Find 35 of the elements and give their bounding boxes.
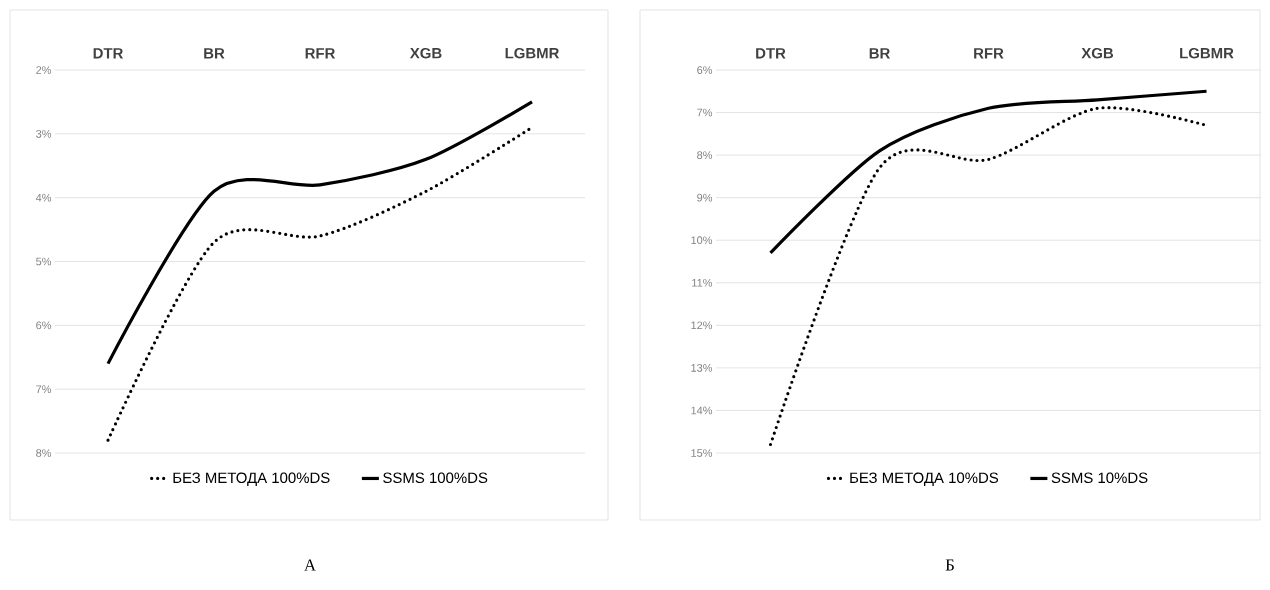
line-series [768, 89, 1209, 255]
y-tick-label: 8% [36, 449, 52, 457]
legend-label: SSMS 10%DS [1051, 472, 1148, 484]
y-tick-label: 11% [692, 278, 713, 287]
y-tick-label: 14% [691, 406, 713, 415]
line-series [106, 100, 534, 366]
y-tick-label: 10% [691, 236, 713, 245]
legend-label: БЕЗ МЕТОДА 10%DS [850, 472, 999, 486]
y-tick-label: 13% [691, 364, 713, 372]
x-tick-label: DTR [756, 48, 786, 59]
y-tick-label: 2% [36, 66, 52, 74]
y-tick-label: 15% [691, 449, 713, 457]
y-tick-label: 6% [697, 66, 713, 74]
legend-label: SSMS 100%DS [383, 472, 488, 484]
y-tick-label: 9% [697, 193, 713, 202]
x-tick-label: RFR [974, 48, 1004, 59]
y-tick-label: 4% [35, 193, 52, 202]
x-tick-label: XGB [409, 47, 442, 59]
x-tick-label: XGB [1081, 47, 1114, 59]
x-tick-label: LGBMR [1180, 47, 1234, 59]
legend-label: БЕЗ МЕТОДА 100%DS [173, 472, 330, 486]
x-tick-label: BR [869, 48, 890, 59]
y-tick-label: 6% [36, 321, 52, 330]
y-tick-label: 7% [36, 385, 52, 393]
x-tick-label: LGBMR [505, 47, 560, 59]
y-tick-label: 12% [691, 321, 713, 330]
y-tick-label: 3% [36, 129, 52, 138]
x-tick-label: DTR [93, 48, 124, 59]
y-tick-label: 7% [697, 108, 713, 117]
y-tick-label: 5% [36, 257, 52, 266]
text: Б [945, 559, 954, 571]
x-tick-label: RFR [305, 48, 336, 59]
y-tick-label: 8% [697, 151, 713, 159]
x-tick-label: BR [204, 48, 225, 59]
text: А [304, 559, 316, 571]
